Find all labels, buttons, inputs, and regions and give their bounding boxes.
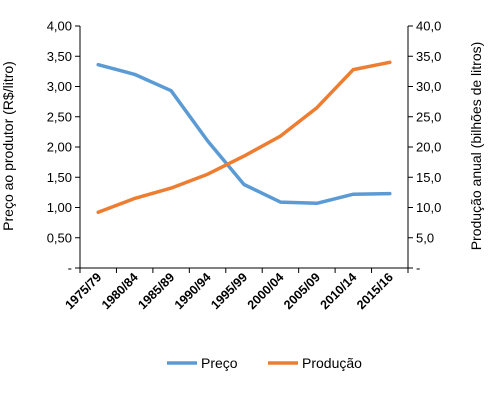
category-labels: 1975/791980/841985/891990/941995/992000/… — [62, 270, 395, 312]
y-tick-label-right: 15,0 — [416, 170, 441, 185]
y-tick-label-left: 1,50 — [47, 170, 72, 185]
x-category-label: 1990/94 — [172, 270, 214, 312]
y-tick-label-right: 30,0 — [416, 79, 441, 94]
y-tick-label-right: - — [416, 261, 420, 276]
y-tick-label-right: 5,0 — [416, 230, 434, 245]
x-category-label: 1995/99 — [208, 270, 250, 312]
y-tick-label-right: 10,0 — [416, 200, 441, 215]
y-tick-label-left: 2,00 — [47, 140, 72, 155]
y-tick-label-right: 25,0 — [416, 109, 441, 124]
y-tick-label-left: 2,50 — [47, 109, 72, 124]
series-line-production — [96, 60, 392, 215]
y-axis-left-title: Preço ao produtor (R$/litro) — [0, 61, 16, 231]
y-tick-label-left: 1,00 — [47, 200, 72, 215]
x-category-label: 2015/16 — [354, 270, 396, 312]
y-tick-label-left: - — [68, 261, 72, 276]
y-tick-label-left: 3,00 — [47, 79, 72, 94]
y-tick-label-left: 3,50 — [47, 49, 72, 64]
axes — [75, 25, 413, 273]
y-tick-label-left: 0,50 — [47, 230, 72, 245]
x-category-label: 1985/89 — [135, 270, 177, 312]
legend: Preço Produção — [167, 355, 362, 371]
y-tick-label-right: 35,0 — [416, 49, 441, 64]
y-tick-label-left: 4,00 — [47, 19, 72, 34]
y-tick-label-right: 20,0 — [416, 140, 441, 155]
tick-labels: - - 0,50 5,0 1,00 10,0 1,50 15,0 2,00 20,0 2,50 25,… — [47, 19, 442, 276]
x-category-label: 2000/04 — [245, 270, 287, 312]
y-axis-right-title: Produção anual (bilhões de litros) — [468, 42, 484, 251]
x-category-label: 1980/84 — [99, 270, 141, 312]
series-lines — [96, 60, 392, 215]
x-category-label: 1975/79 — [62, 270, 104, 312]
series-line-price — [96, 62, 392, 206]
x-category-label: 2010/14 — [318, 270, 360, 312]
y-tick-label-right: 40,0 — [416, 19, 441, 34]
x-category-label: 2005/09 — [281, 270, 323, 312]
legend-label-production: Produção — [302, 355, 362, 371]
legend-label-price: Preço — [201, 355, 238, 371]
